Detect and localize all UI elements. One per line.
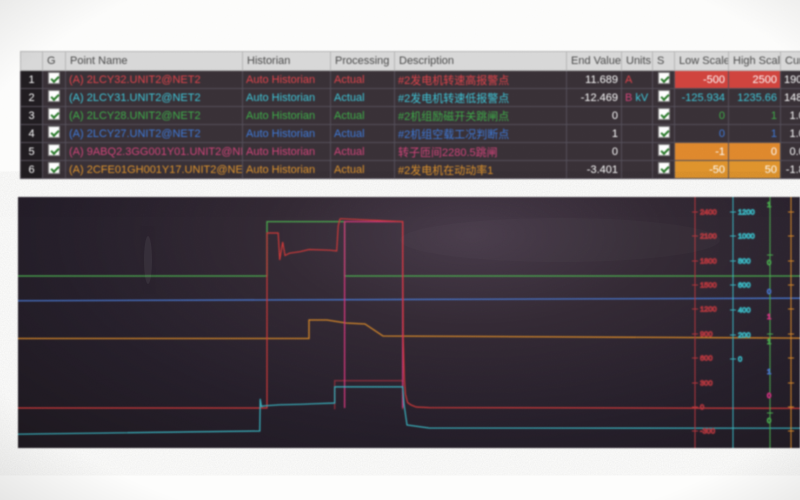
svg-text:0: 0: [767, 287, 771, 296]
svg-text:600: 600: [700, 354, 713, 363]
svg-text:1500: 1500: [700, 281, 717, 290]
svg-text:1: 1: [767, 200, 771, 209]
svg-text:800: 800: [738, 257, 751, 266]
svg-text:900: 900: [700, 330, 713, 339]
svg-text:0: 0: [700, 403, 704, 412]
svg-text:200: 200: [738, 331, 751, 340]
svg-text:1: 1: [767, 337, 771, 346]
svg-text:2100: 2100: [700, 232, 717, 241]
svg-text:2400: 2400: [700, 208, 717, 217]
svg-text:0: 0: [767, 391, 771, 400]
svg-text:-300: -300: [700, 427, 715, 436]
svg-text:1800: 1800: [700, 257, 717, 266]
svg-text:1200: 1200: [700, 305, 717, 314]
svg-text:600: 600: [738, 281, 751, 290]
svg-text:0: 0: [738, 355, 742, 364]
svg-text:1200: 1200: [738, 208, 755, 217]
svg-text:1: 1: [767, 367, 771, 376]
svg-text:1000: 1000: [738, 232, 755, 241]
svg-text:400: 400: [738, 306, 751, 315]
svg-text:0: 0: [767, 258, 771, 267]
svg-text:300: 300: [700, 379, 713, 388]
svg-text:0: 0: [767, 416, 771, 425]
svg-text:1: 1: [767, 312, 771, 321]
